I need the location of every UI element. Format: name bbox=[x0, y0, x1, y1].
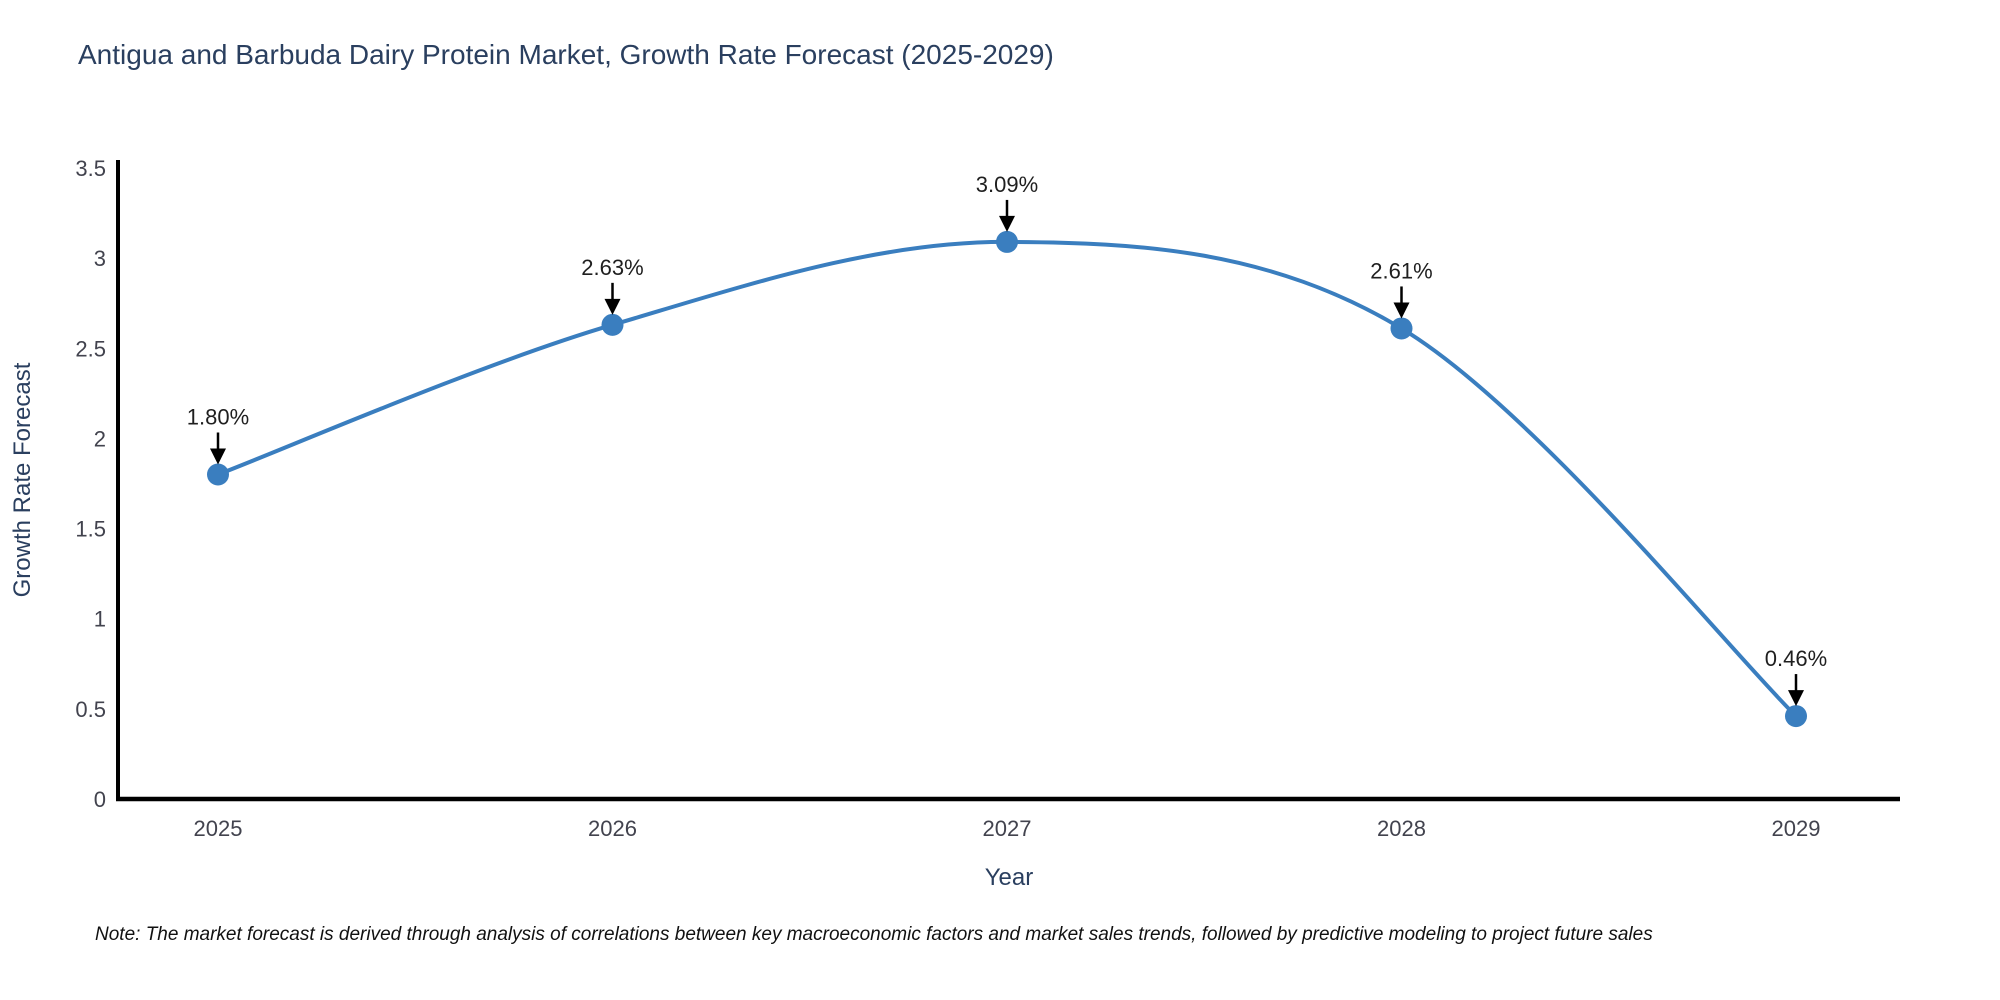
y-tick-label: 0 bbox=[94, 787, 106, 812]
chart-title: Antigua and Barbuda Dairy Protein Market… bbox=[78, 39, 1054, 70]
annotation-arrow-head bbox=[604, 298, 621, 315]
annotation-arrow-head bbox=[1788, 690, 1804, 707]
annotation-label: 2.63% bbox=[581, 255, 643, 280]
x-tick-label: 2025 bbox=[194, 816, 243, 841]
series-line bbox=[216, 239, 1798, 719]
annotation-arrow-head bbox=[1393, 302, 1410, 319]
data-point-marker bbox=[601, 313, 624, 336]
x-tick-label: 2027 bbox=[983, 816, 1032, 841]
data-point-marker bbox=[996, 230, 1018, 253]
annotation-label: 1.80% bbox=[187, 404, 249, 429]
data-point-marker bbox=[207, 463, 229, 486]
y-tick-label: 3 bbox=[94, 246, 106, 271]
annotation-label: 0.46% bbox=[1765, 646, 1827, 671]
x-tick-label: 2029 bbox=[1772, 816, 1821, 841]
annotation-arrow-head bbox=[999, 215, 1015, 232]
y-tick-label: 1 bbox=[94, 607, 106, 632]
y-tick-label: 2 bbox=[94, 426, 106, 451]
y-axis-title: Growth Rate Forecast bbox=[9, 362, 36, 597]
x-tick-label: 2028 bbox=[1377, 816, 1426, 841]
footnote: Note: The market forecast is derived thr… bbox=[95, 924, 1653, 945]
data-point-marker bbox=[1785, 705, 1807, 728]
annotation-arrow-head bbox=[210, 448, 226, 465]
x-tick-label: 2026 bbox=[588, 816, 637, 841]
y-tick-label: 0.5 bbox=[75, 697, 106, 722]
y-tick-label: 2.5 bbox=[75, 336, 106, 361]
annotation-label: 2.61% bbox=[1370, 258, 1432, 283]
x-axis-title: Year bbox=[985, 864, 1034, 891]
annotation-label: 3.09% bbox=[976, 172, 1038, 197]
y-tick-label: 1.5 bbox=[75, 517, 106, 542]
data-point-marker bbox=[1390, 317, 1413, 340]
y-tick-label: 3.5 bbox=[75, 156, 106, 181]
